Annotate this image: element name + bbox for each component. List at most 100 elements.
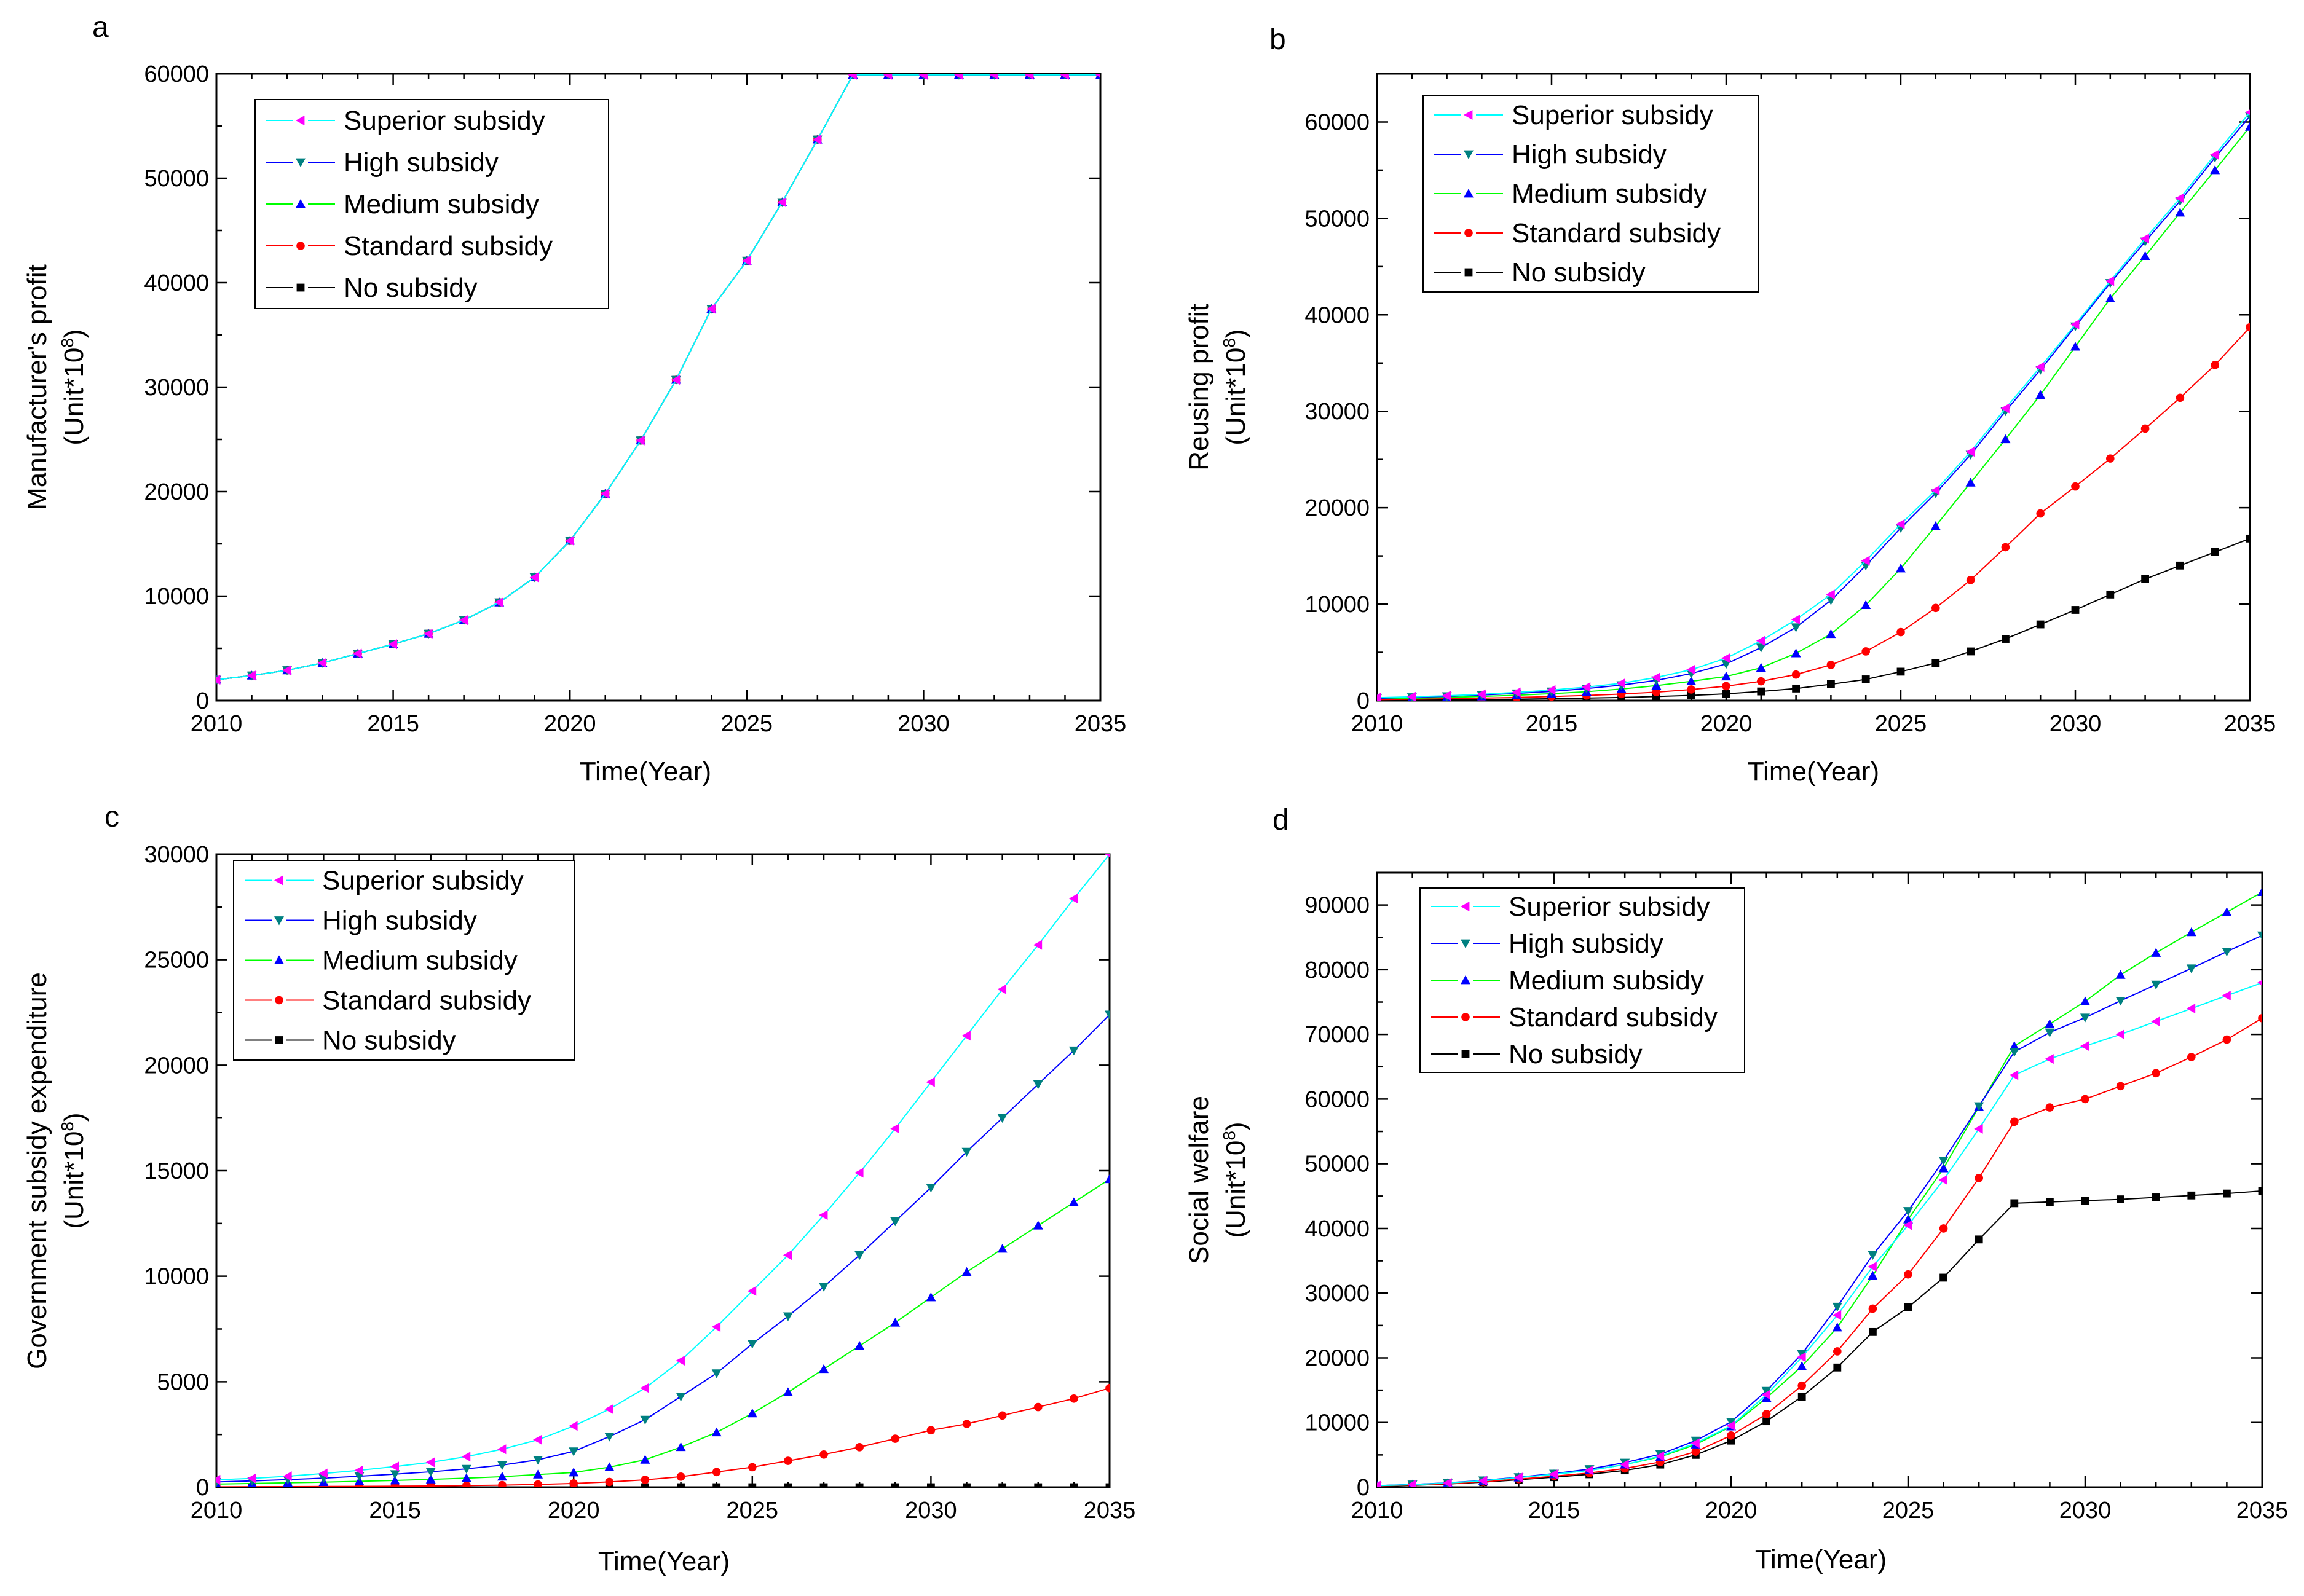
data-point — [1975, 1174, 1983, 1182]
data-point — [989, 74, 998, 80]
data-point — [748, 1463, 757, 1472]
data-point — [854, 1251, 865, 1260]
y-axis-unit: (Unit*108) — [1220, 1122, 1251, 1238]
data-point — [1070, 1394, 1078, 1403]
data-point — [1033, 1402, 1043, 1412]
data-point — [1904, 1303, 1912, 1311]
legend-label: Medium subsidy — [1512, 179, 1707, 209]
data-point — [1757, 677, 1765, 686]
data-point — [2186, 927, 2196, 937]
data-point — [1060, 74, 1069, 80]
data-point — [1033, 1080, 1043, 1090]
data-point — [569, 1467, 579, 1477]
y-tick-label: 10000 — [144, 584, 209, 610]
data-point — [1903, 1220, 1912, 1230]
data-point — [819, 1364, 829, 1374]
data-point — [1939, 1224, 1948, 1233]
data-point — [1761, 1390, 1770, 1400]
data-point — [2001, 543, 2010, 552]
data-point — [1861, 647, 1870, 656]
x-tick-label: 2015 — [367, 711, 419, 737]
data-point — [711, 1322, 721, 1332]
data-point — [1024, 74, 1034, 80]
series-0 — [216, 854, 1110, 1485]
data-point — [890, 1217, 901, 1227]
data-point — [2222, 1035, 2231, 1044]
legend-marker — [1461, 902, 1470, 911]
data-point — [2186, 1004, 2196, 1014]
legend-label: Superior subsidy — [322, 866, 524, 896]
legend-label: Superior subsidy — [1512, 100, 1713, 130]
data-point — [783, 1312, 793, 1321]
data-point — [2117, 1195, 2124, 1203]
data-point — [569, 1479, 578, 1487]
y-tick-label: 80000 — [1304, 957, 1370, 983]
data-point — [1827, 680, 1835, 688]
y-tick-label: 50000 — [1304, 1152, 1370, 1177]
data-point — [1105, 854, 1110, 857]
series-3 — [1377, 323, 2250, 701]
data-point — [741, 256, 751, 266]
data-point — [819, 1450, 828, 1459]
y-tick-label: 50000 — [144, 166, 209, 192]
series-0 — [216, 74, 1100, 685]
data-point — [891, 1483, 899, 1487]
data-point — [461, 1452, 471, 1462]
data-point — [529, 572, 539, 583]
legend-marker — [274, 875, 283, 886]
data-point — [962, 1420, 971, 1428]
data-point — [1896, 519, 1905, 529]
data-point — [1966, 576, 1975, 584]
data-point — [1513, 1472, 1523, 1483]
data-point — [388, 639, 397, 650]
data-point — [390, 1476, 400, 1485]
y-tick-label: 60000 — [1304, 1087, 1370, 1112]
x-tick-label: 2025 — [1882, 1498, 1935, 1523]
data-point — [1477, 689, 1486, 699]
data-point — [2106, 590, 2115, 599]
data-point — [1931, 603, 1940, 613]
y-tick-label: 50000 — [1304, 206, 1370, 232]
data-point — [2036, 509, 2045, 518]
data-point — [1726, 1421, 1735, 1431]
plot-area — [216, 74, 1100, 685]
data-point — [1791, 670, 1801, 679]
data-point — [2258, 1014, 2262, 1023]
data-point — [1686, 664, 1695, 675]
data-point — [2045, 1028, 2055, 1037]
data-point — [998, 1411, 1007, 1420]
x-axis-title: Time(Year) — [580, 757, 711, 787]
data-point — [1655, 1451, 1665, 1461]
data-point — [2140, 424, 2150, 433]
data-point — [1868, 1304, 1877, 1313]
data-point — [2046, 1198, 2054, 1206]
data-point — [676, 1356, 685, 1366]
x-tick-label: 2010 — [1351, 1498, 1403, 1523]
data-point — [783, 1387, 793, 1396]
data-point — [2151, 1016, 2160, 1027]
data-point — [2105, 276, 2115, 286]
series-line — [1377, 1017, 2262, 1487]
unit-close: ) — [59, 329, 89, 338]
data-point — [2036, 620, 2045, 629]
x-tick-label: 2015 — [1528, 1498, 1580, 1523]
legend-label: No subsidy — [344, 273, 478, 303]
data-point — [1616, 678, 1625, 688]
legend-label: Medium subsidy — [344, 189, 539, 219]
data-point — [1974, 1123, 1983, 1134]
y-tick-label: 70000 — [1304, 1022, 1370, 1048]
y-tick-label: 30000 — [144, 375, 209, 401]
legend-marker — [1464, 150, 1474, 159]
data-point — [1904, 1270, 1912, 1279]
legend-label: High subsidy — [322, 906, 477, 936]
data-point — [819, 1483, 828, 1487]
data-point — [926, 1184, 936, 1193]
legend-label: Standard subsidy — [1509, 1002, 1718, 1032]
legend-marker — [1464, 229, 1473, 237]
y-tick-label: 20000 — [144, 479, 209, 505]
data-point — [2009, 1048, 2019, 1057]
data-point — [2151, 980, 2161, 990]
legend-marker — [1461, 1050, 1470, 1058]
plot-area — [1377, 887, 2262, 1487]
data-point — [461, 1464, 471, 1474]
